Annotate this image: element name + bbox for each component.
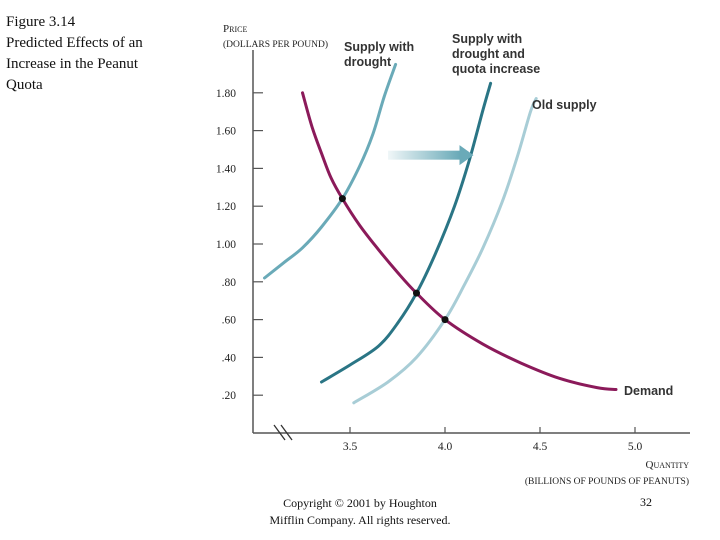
y-tick-label: 1.40 (216, 163, 236, 175)
copyright-line: Mifflin Company. All rights reserved. (269, 513, 451, 527)
figure-title-line: Predicted Effects of an (6, 35, 143, 51)
x-tick-label: 3.5 (343, 441, 358, 453)
y-tick-label: 1.20 (216, 201, 236, 213)
supply-with-drought-and-quota-increase-label: Supply with drought and quota increase (452, 32, 540, 76)
old-supply-label: Old supply (532, 98, 597, 112)
series-label-line: Demand (624, 384, 673, 398)
old-supply-curve (352, 97, 538, 405)
equilibrium-dot (413, 289, 420, 297)
axes: .20 .40 .60 .80 1.00 1.20 1.40 1.60 1.80 3.5 4.0 4.… (216, 50, 690, 453)
curves (263, 62, 618, 405)
series-label-line: quota increase (452, 62, 540, 76)
figure-title-line: Increase in the Peanut (6, 56, 139, 72)
figure-title-line: Quota (6, 77, 43, 93)
copyright-line: Copyright © 2001 by Houghton (283, 496, 437, 510)
figure-title: Figure 3.14 Predicted Effects of an Incr… (6, 12, 206, 96)
axis-break-mark (273, 424, 293, 441)
page-number: 32 (640, 495, 652, 509)
labels: Price (DOLLARS PER POUND) Quantity (BILLION… (223, 23, 689, 487)
series-label-line: Old supply (532, 98, 597, 112)
equilibrium-dot (338, 195, 346, 203)
x-tick-label: 4.0 (438, 441, 453, 453)
equilibrium-points (338, 195, 449, 324)
shift-arrow-shaft (388, 150, 460, 160)
demand-label: Demand (624, 384, 673, 398)
series-label-line: Supply with (452, 32, 522, 46)
series-label-line: Supply with (344, 40, 414, 54)
y-tick-label: 1.80 (216, 88, 236, 100)
figure-title-line: Figure 3.14 (6, 14, 76, 30)
x-axis-label: Quantity (646, 459, 690, 471)
supply-with-drought-and-quota-increase-curve (320, 81, 493, 384)
x-axis-label-sub: (BILLIONS OF POUNDS OF PEANUTS) (525, 476, 689, 487)
shift-arrow-head (459, 145, 474, 166)
y-tick-label: .60 (222, 315, 237, 327)
supply-with-drought-label: Supply with drought (344, 40, 414, 69)
y-tick-label: 1.60 (216, 126, 236, 138)
series-label-line: drought (344, 55, 392, 69)
copyright-notice: Copyright © 2001 by Houghton Mifflin Com… (252, 495, 468, 529)
shift-arrow (388, 145, 474, 166)
y-tick-label: .40 (222, 352, 237, 364)
demand-curve (301, 91, 618, 391)
series-label-line: drought and (452, 47, 525, 61)
x-tick-label: 4.5 (533, 441, 548, 453)
equilibrium-dot (441, 316, 449, 324)
y-tick-label: 1.00 (216, 239, 236, 251)
y-axis-label: Price (223, 23, 247, 35)
axis-break-stroke (273, 424, 286, 441)
axis-break-stroke (280, 424, 293, 441)
y-axis-label-sub: (DOLLARS PER POUND) (223, 39, 328, 50)
y-tick-label: .20 (222, 390, 237, 402)
x-tick-label: 5.0 (628, 441, 643, 453)
y-tick-label: .80 (222, 277, 237, 289)
